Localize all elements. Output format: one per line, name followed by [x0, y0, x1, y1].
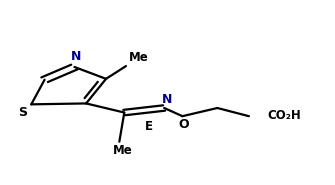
Text: S: S: [18, 106, 27, 119]
Text: CO₂H: CO₂H: [267, 109, 301, 122]
Text: Me: Me: [113, 144, 133, 157]
Text: Me: Me: [129, 51, 149, 64]
Text: N: N: [71, 51, 81, 63]
Text: O: O: [179, 118, 189, 131]
Text: N: N: [162, 93, 173, 106]
Text: E: E: [145, 120, 153, 133]
